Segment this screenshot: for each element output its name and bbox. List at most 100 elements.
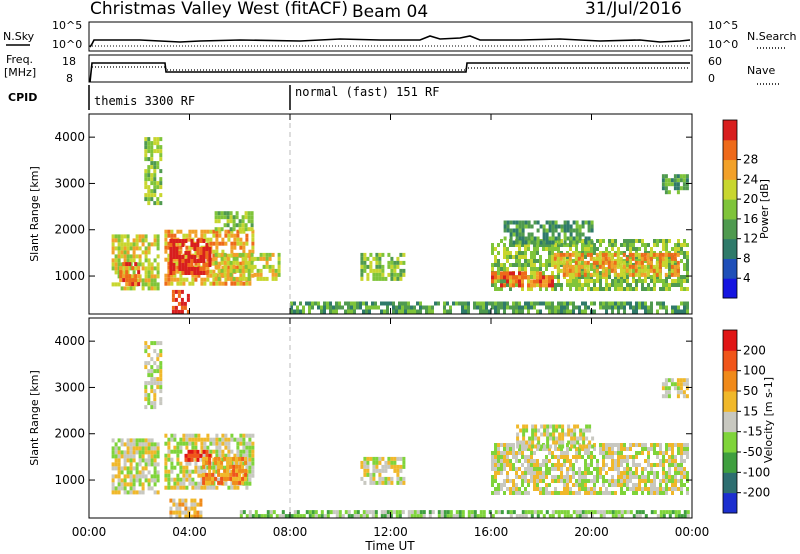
power-cell: [575, 240, 579, 245]
velocity-cell: [590, 514, 594, 519]
power-cell: [238, 268, 242, 273]
power-cell: [545, 220, 549, 225]
power-cell: [500, 275, 503, 280]
velocity-colorbar-label: Velocity [m s-1]: [762, 377, 775, 463]
power-cell: [626, 275, 629, 279]
velocity-cell: [126, 474, 130, 479]
velocity-cell: [129, 458, 133, 463]
velocity-cell: [311, 514, 315, 519]
power-cell: [665, 287, 668, 291]
power-cell: [643, 256, 647, 261]
velocity-cell: [187, 457, 191, 462]
velocity-cell: [584, 487, 587, 491]
velocity-cell: [242, 437, 246, 442]
power-cell: [542, 247, 545, 251]
power-cell: [177, 289, 181, 294]
velocity-cell: [506, 455, 509, 459]
power-cell: [551, 283, 554, 288]
power-cell: [129, 246, 133, 251]
velocity-cell: [560, 479, 563, 483]
power-cell: [683, 309, 686, 314]
power-cell: [536, 309, 539, 314]
velocity-cell: [500, 463, 503, 467]
velocity-cell: [579, 432, 583, 437]
velocity-cell: [512, 510, 516, 515]
power-cell: [242, 241, 246, 246]
velocity-cell: [674, 471, 677, 475]
velocity-cell: [372, 456, 376, 461]
power-cell: [378, 264, 382, 269]
velocity-cell: [664, 394, 668, 399]
power-cell: [169, 251, 173, 255]
power-cell: [566, 255, 569, 259]
power-cell: [668, 255, 671, 259]
power-cell: [494, 271, 497, 276]
power-cell: [134, 278, 138, 283]
velocity-cell: [617, 451, 620, 455]
power-cell: [560, 283, 563, 287]
velocity-cell: [682, 382, 686, 387]
velocity-cell: [650, 447, 653, 451]
velocity-cell: [396, 480, 400, 485]
power-cell: [491, 271, 494, 276]
velocity-cell: [185, 465, 189, 470]
power-cell: [194, 249, 198, 254]
velocity-cell: [593, 467, 596, 471]
velocity-cell: [126, 470, 130, 475]
power-cell: [172, 247, 176, 251]
velocity-cell: [686, 443, 689, 447]
power-cell: [153, 193, 157, 198]
velocity-colorbar-swatch: [723, 472, 737, 494]
velocity-cell: [461, 510, 465, 515]
velocity-cell: [164, 461, 168, 466]
velocity-cell: [308, 510, 312, 515]
power-cell: [577, 272, 581, 277]
power-cell: [144, 153, 148, 158]
power-cell: [141, 234, 145, 239]
velocity-cell: [528, 440, 532, 445]
power-cell: [244, 252, 248, 257]
velocity-cell: [111, 482, 115, 487]
power-cell: [515, 236, 519, 241]
power-cell: [156, 201, 160, 206]
power-cell: [223, 256, 227, 261]
velocity-cell: [230, 481, 234, 486]
power-cell: [685, 178, 689, 183]
power-cell: [180, 297, 184, 302]
power-cell: [393, 272, 397, 277]
velocity-cell: [573, 424, 577, 429]
velocity-cell: [676, 394, 680, 399]
power-cell: [670, 264, 674, 269]
velocity-cell: [611, 475, 614, 479]
velocity-cell: [680, 447, 683, 451]
velocity-cell: [635, 483, 638, 487]
velocity-cell: [686, 479, 689, 483]
power-cell: [578, 283, 581, 287]
velocity-cell: [540, 432, 544, 437]
power-cell: [668, 283, 671, 287]
power-cell: [670, 182, 674, 187]
power-cell: [191, 277, 195, 282]
power-cell: [616, 252, 620, 257]
power-cell: [293, 309, 296, 314]
velocity-cell: [623, 479, 626, 483]
power-cell: [611, 279, 614, 283]
power-cell: [676, 178, 680, 183]
velocity-cell: [567, 424, 571, 429]
velocity-cell: [546, 440, 550, 445]
velocity-cell: [679, 386, 683, 391]
power-cell: [533, 283, 536, 288]
velocity-cell: [575, 479, 578, 483]
velocity-cell: [617, 443, 620, 447]
velocity-cell: [686, 514, 690, 519]
power-cell: [554, 239, 557, 243]
velocity-cell: [590, 471, 593, 475]
velocity-cell: [668, 443, 671, 447]
power-cell: [587, 243, 590, 247]
velocity-cell: [563, 455, 566, 459]
power-cell: [578, 309, 581, 314]
power-cell: [542, 271, 545, 275]
velocity-cell: [164, 485, 168, 490]
velocity-cell: [129, 478, 133, 483]
power-cell: [575, 275, 578, 279]
